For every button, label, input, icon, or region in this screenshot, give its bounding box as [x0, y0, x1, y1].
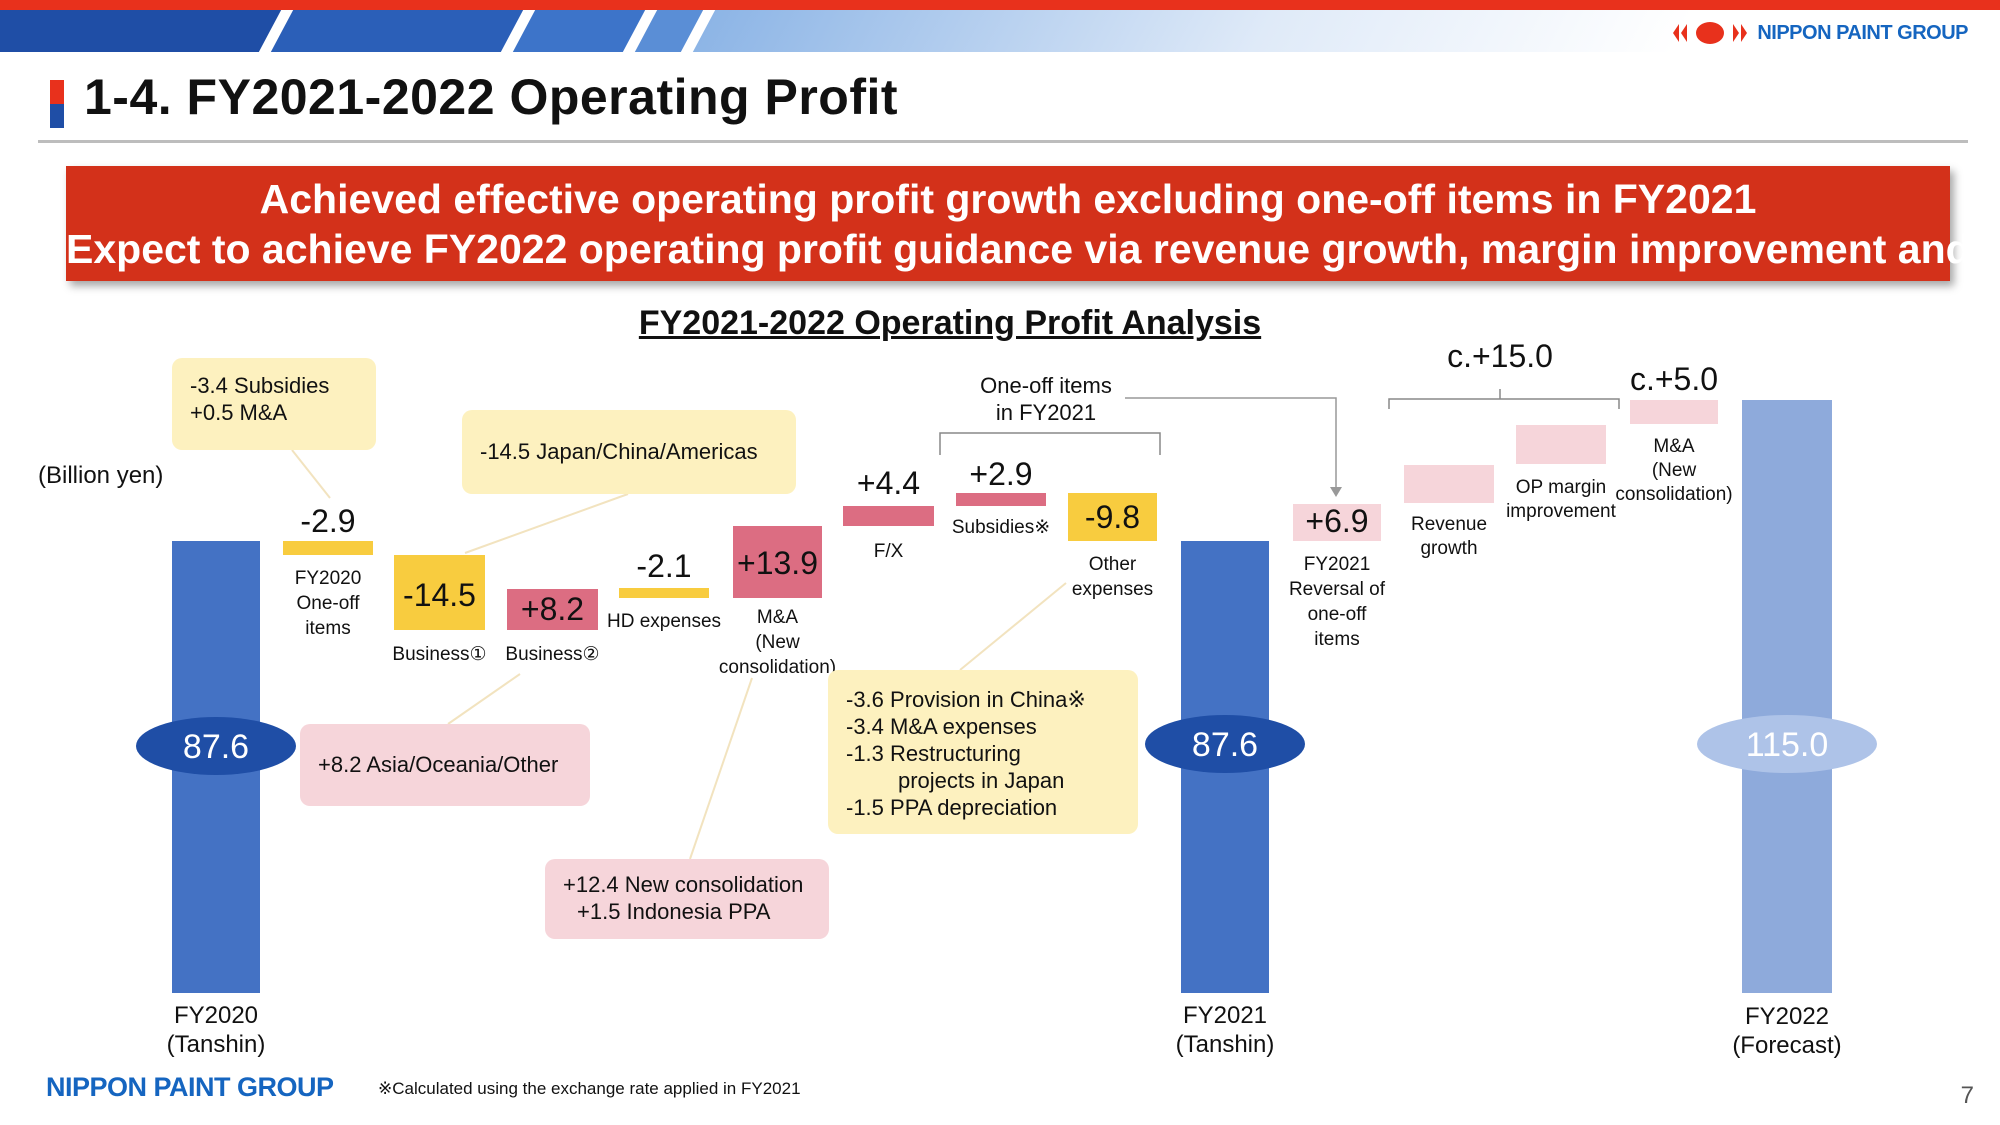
leader-other [959, 582, 1067, 671]
unit-label: (Billion yen) [38, 462, 164, 489]
category-label-ma: M&A [757, 607, 799, 628]
callout-other-expenses: -3.6 Provision in China※ -3.4 M&A expens… [828, 670, 1138, 834]
group-label-oneoff-1: One-off items [980, 373, 1112, 398]
data-label-subsidies: +2.9 [969, 456, 1032, 492]
category-label-other: expenses [1072, 579, 1153, 600]
data-label-oneoff2020: -2.9 [300, 503, 355, 539]
group-label-organic: c.+15.0 [1447, 338, 1553, 374]
bar-hd [619, 588, 709, 598]
data-label-ma: +13.9 [737, 545, 818, 581]
bar-revenue [1404, 465, 1494, 503]
category-label-ma2022: M&A [1653, 436, 1695, 457]
callout-consolidation: +12.4 New consolidation +1.5 Indonesia P… [545, 859, 829, 939]
category-label-revenue: growth [1420, 538, 1477, 559]
total-oval-fy2020 [136, 717, 296, 775]
category-label-revenue: Revenue [1411, 514, 1487, 535]
bracket-oneoff [939, 432, 1161, 455]
footer-brand: NIPPON PAINT GROUP [46, 1072, 334, 1102]
category-label-reversal: FY2021 [1304, 554, 1371, 575]
category-label-business1: Business① [392, 644, 486, 665]
leader-subsidies [291, 449, 331, 499]
data-label-business1: -14.5 [403, 577, 476, 613]
brand-mark-icon [1673, 22, 1748, 44]
chart-title: FY2021-2022 Operating Profit Analysis [638, 304, 1262, 342]
data-label-business2: +8.2 [521, 591, 584, 627]
banner-line-1: Achieved effective operating profit grow… [259, 175, 1757, 222]
category-label-fx: F/X [874, 541, 904, 562]
data-label-fx: +4.4 [857, 465, 920, 501]
page-number: 7 [1960, 1082, 1974, 1109]
data-label-other: -9.8 [1085, 499, 1140, 535]
category-label-fy2021: FY2021 [1183, 1002, 1267, 1029]
banner-line-2: Expect to achieve FY2022 operating profi… [66, 225, 2000, 272]
category-label-oneoff2020: FY2020 [295, 568, 362, 589]
category-label-fy2021: (Tanshin) [1176, 1031, 1275, 1058]
bar-other [1068, 493, 1157, 541]
data-label-reversal: +6.9 [1305, 503, 1368, 539]
bar-reversal [1293, 504, 1381, 541]
summary-banner: Achieved effective operating profit grow… [66, 166, 2000, 281]
brand-logo: NIPPON PAINT GROUP [1671, 18, 1968, 48]
page-title: 1-4. FY2021-2022 Operating Profit [84, 69, 899, 125]
bar-subsidies [956, 493, 1046, 506]
category-label-hd: HD expenses [607, 611, 721, 632]
category-label-ma2022: (New [1652, 460, 1697, 481]
category-label-oneoff2020: One-off [296, 593, 360, 614]
group-label-oneoff-2: in FY2021 [996, 400, 1096, 425]
category-label-fy2020: (Tanshin) [167, 1031, 266, 1058]
category-label-fy2020: FY2020 [174, 1002, 258, 1029]
leader-consolidation [689, 677, 753, 860]
category-label-ma: consolidation) [719, 657, 836, 678]
category-label-other: Other [1089, 554, 1137, 575]
bracket-organic [1388, 398, 1620, 409]
footnote: ※Calculated using the exchange rate appl… [378, 1079, 801, 1098]
top-red-stripe [0, 0, 2000, 10]
data-label-hd: -2.1 [636, 548, 691, 584]
callout-japan: -14.5 Japan/China/Americas [462, 410, 796, 494]
bar-business1 [394, 555, 485, 630]
bar-ma [733, 526, 822, 598]
data-label-fy2020: 87.6 [183, 728, 249, 766]
title-divider [38, 140, 1968, 143]
total-oval-fy2021 [1145, 715, 1305, 773]
total-oval-fy2022 [1697, 715, 1877, 773]
title-marker [50, 80, 64, 128]
data-label-fy2021: 87.6 [1192, 726, 1258, 764]
bar-opmargin [1516, 425, 1606, 464]
category-label-reversal: items [1314, 629, 1359, 650]
category-label-opmargin: OP margin [1516, 477, 1606, 498]
brand-name: NIPPON PAINT GROUP [1757, 21, 1968, 44]
category-label-oneoff2020: items [305, 618, 350, 639]
bar-business2 [507, 589, 598, 630]
bar-fy2022 [1742, 400, 1832, 993]
category-label-opmargin: improvement [1506, 501, 1617, 522]
bar-ma2022 [1630, 400, 1718, 424]
category-label-subsidies: Subsidies※ [952, 517, 1050, 538]
category-label-business2: Business② [505, 644, 599, 665]
bar-fx [843, 506, 934, 526]
category-label-reversal: one-off [1308, 604, 1368, 625]
callout-asia: +8.2 Asia/Oceania/Other [300, 724, 590, 806]
leader-asia [447, 673, 521, 725]
category-label-fy2022: (Forecast) [1732, 1032, 1841, 1059]
category-label-fy2022: FY2022 [1745, 1003, 1829, 1030]
reversal-arrow-head [1330, 487, 1342, 497]
data-label-fy2022: 115.0 [1746, 726, 1829, 764]
category-label-ma: (New [755, 632, 800, 653]
leader-japan [464, 493, 629, 554]
callout-subsidies: -3.4 Subsidies +0.5 M&A [172, 358, 376, 450]
bar-oneoff2020 [283, 541, 373, 555]
reversal-arrow-line [1125, 397, 1337, 488]
category-label-reversal: Reversal of [1289, 579, 1386, 600]
data-label-ma2022: c.+5.0 [1630, 361, 1718, 397]
category-label-ma2022: consolidation) [1615, 484, 1732, 505]
